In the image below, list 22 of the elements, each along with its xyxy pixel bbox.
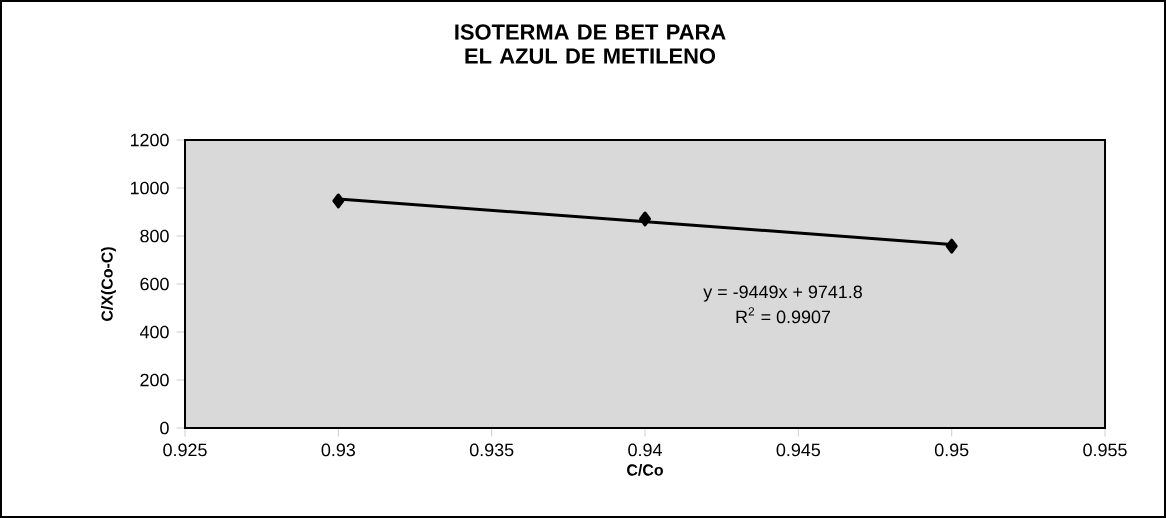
x-tick-label: 0.955 <box>1083 443 1127 457</box>
point <box>332 193 345 209</box>
x-tick-label: 0.925 <box>163 443 207 457</box>
y-tick-label: 200 <box>140 373 169 387</box>
y-tick-label: 400 <box>139 325 169 339</box>
x-tick-label: 0.945 <box>776 443 821 457</box>
x-tick-label: 0.935 <box>469 443 514 457</box>
y-tick-label: 800 <box>140 229 169 243</box>
y-tick-label: 1000 <box>130 181 169 195</box>
x-tick-label: 0.94 <box>628 443 662 457</box>
annotation: y = -9449x + 9741.8 <box>703 285 862 302</box>
point <box>639 211 652 227</box>
annotation: R$^{2}$ = 0.9907 <box>736 307 831 324</box>
x-tick-label: 0.93 <box>321 443 356 457</box>
y-axis-title: C/X(Co-C) <box>101 247 116 321</box>
chart-title: ISOTERMA DE BET PARA EL AZUL DE METILENO <box>455 24 726 64</box>
x-axis-title: C/Co <box>627 463 663 476</box>
y-tick-label: 1200 <box>130 133 169 147</box>
y-tick-label: 0 <box>160 421 169 435</box>
y-tick-label: 600 <box>140 277 169 291</box>
point <box>945 238 958 254</box>
x-tick-label: 0.95 <box>934 443 969 457</box>
